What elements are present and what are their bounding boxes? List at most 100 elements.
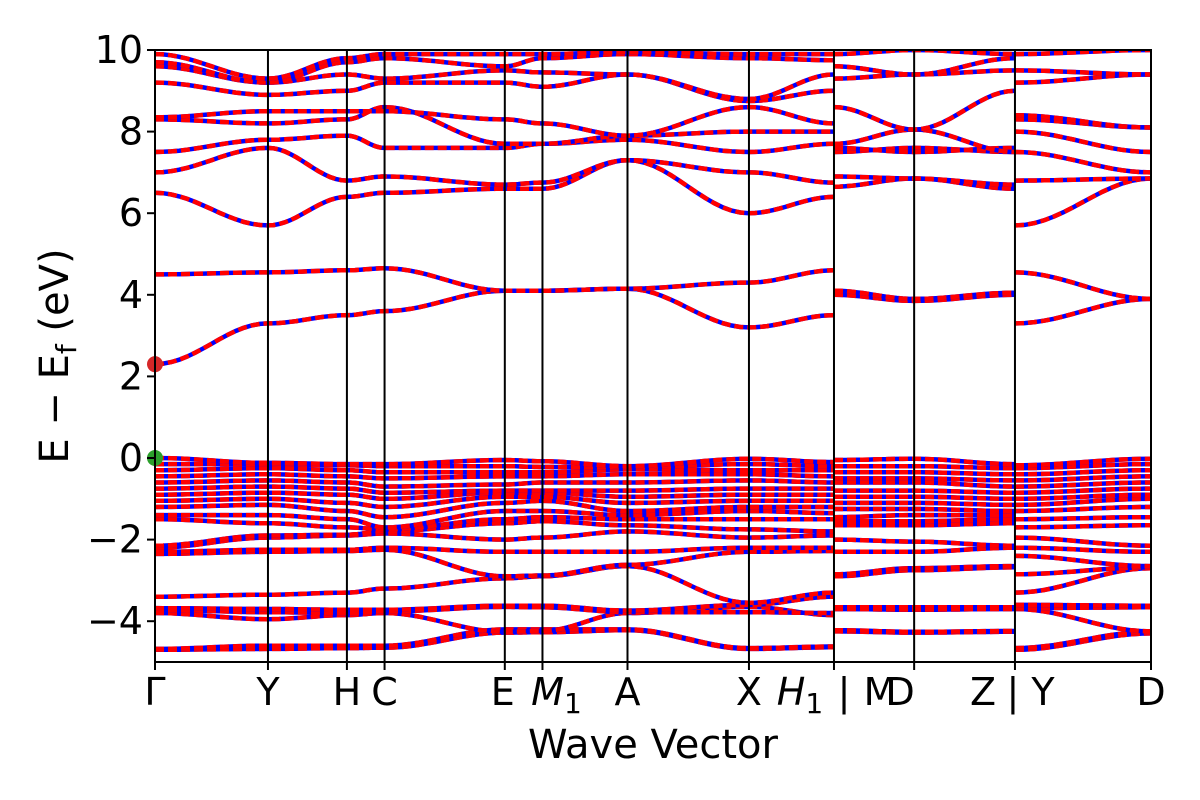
band-12-segment-2: [1015, 504, 1151, 514]
x-tick-label: D: [1136, 670, 1165, 714]
band-line-spin-up: [155, 494, 834, 510]
band-line-spin-up: [155, 461, 835, 470]
y-axis-label-unit: (eV): [32, 248, 78, 344]
band-4-segment-2: [1015, 602, 1151, 608]
band-line-spin-up: [1014, 496, 1151, 508]
band-1-segment-2: [1014, 629, 1151, 651]
band-line-spin-up: [1014, 72, 1151, 85]
kpoint-subscript: 1: [564, 687, 582, 720]
band-line-spin-up: [1014, 480, 1151, 489]
band-line-spin-up: [1015, 467, 1151, 477]
x-axis-label: Wave Vector: [528, 722, 779, 768]
band-30-segment-2: [1014, 68, 1151, 77]
band-18-segment-0: [155, 465, 834, 475]
band-23-segment-2: [1014, 176, 1151, 228]
band-line-spin-up: [155, 490, 834, 502]
band-line-spin-up: [1015, 456, 1151, 468]
x-tick-label: H1: [777, 670, 823, 720]
band-5-segment-0: [155, 563, 835, 606]
x-tick-label: |: [838, 670, 851, 715]
band-line-spin-up: [1014, 553, 1151, 569]
y-tick-label: 8: [119, 110, 143, 154]
band-14-segment-1: [834, 494, 1015, 502]
band-17-segment-0: [155, 472, 835, 481]
band-line-spin-up: [833, 50, 1016, 57]
x-tick-label: |: [1007, 670, 1020, 715]
band-20-segment-1: [834, 456, 1015, 467]
bands-layer: [155, 50, 1151, 653]
y-tick-label: −2: [87, 518, 143, 562]
band-line-spin-up: [155, 465, 834, 475]
band-16-segment-1: [834, 480, 1016, 489]
band-line-spin-up: [1015, 514, 1151, 522]
y-tick-label: −4: [87, 599, 143, 643]
band-line-spin-up: [1015, 605, 1151, 611]
band-line-spin-down: [155, 266, 835, 293]
band-line-spin-up: [1015, 474, 1151, 483]
band-line-spin-up: [155, 478, 834, 489]
band-10-segment-1: [834, 516, 1015, 524]
band-14-segment-2: [1014, 492, 1151, 502]
kpoint-symbol: M: [531, 670, 564, 714]
band-line-spin-up: [1014, 50, 1151, 57]
band-7-segment-2: [1014, 553, 1151, 569]
band-line-spin-up: [1014, 176, 1151, 228]
band-line-spin-up: [155, 472, 835, 481]
band-line-spin-up: [1015, 602, 1151, 608]
kpoint-symbol: H: [777, 670, 806, 714]
band-21-segment-0: [155, 286, 835, 367]
band-line-spin-up: [1014, 606, 1151, 634]
band-line-spin-up: [1015, 504, 1151, 514]
x-tick-label: C: [371, 670, 398, 714]
x-tick-label: Z: [970, 670, 996, 714]
band-25-segment-2: [1014, 149, 1151, 175]
band-line-spin-up: [155, 286, 835, 367]
band-line-spin-up: [155, 514, 834, 532]
band-line-spin-up: [1014, 68, 1151, 77]
band-line-spin-up: [155, 145, 835, 187]
band-26-segment-2: [1014, 129, 1151, 155]
band-line-spin-up: [1015, 545, 1151, 555]
kpoint-subscript: 1: [805, 687, 823, 720]
x-tick-label: Y: [1030, 670, 1055, 714]
band-8-segment-2: [1015, 545, 1151, 555]
band-line-spin-up: [1014, 629, 1151, 651]
y-axis-label: E − Ef (eV): [32, 248, 83, 463]
y-tick-label: 2: [119, 354, 143, 398]
band-1-segment-1: [834, 627, 1015, 635]
band-line-spin-up: [1014, 565, 1151, 577]
x-tick-label: A: [614, 670, 640, 714]
y-tick-label: 10: [95, 28, 143, 72]
band-line-spin-up: [1014, 461, 1151, 471]
band-20-segment-2: [1015, 456, 1151, 468]
x-tick-label: E: [491, 670, 515, 714]
band-24-segment-2: [1014, 176, 1151, 183]
y-tick-label: 6: [119, 191, 143, 235]
band-line-spin-up: [1014, 565, 1151, 595]
band-15-segment-2: [1014, 486, 1151, 495]
band-line-spin-up: [1014, 176, 1151, 183]
band-21-segment-2: [1014, 296, 1151, 326]
y-axis-label-main: E − E: [32, 354, 78, 464]
band-6-segment-2: [1014, 565, 1151, 577]
band-11-segment-1: [833, 512, 1015, 520]
band-6-segment-1: [833, 563, 1015, 577]
band-line-spin-up: [155, 484, 834, 495]
x-tick-label: Γ: [144, 670, 165, 714]
band-19-segment-2: [1014, 461, 1151, 471]
band-line-spin-up: [1014, 535, 1151, 548]
band-12-segment-1: [834, 506, 1015, 514]
band-line-spin-up: [1014, 523, 1151, 530]
band-13-segment-2: [1014, 496, 1151, 508]
band-10-segment-2: [1014, 523, 1151, 530]
band-line-spin-up: [1014, 129, 1151, 155]
band-line-spin-up: [155, 563, 835, 606]
band-line-spin-up: [155, 604, 834, 616]
x-tick-label: M: [864, 670, 897, 714]
band-22-segment-2: [1014, 270, 1151, 302]
band-19-segment-1: [834, 463, 1015, 471]
band-line-spin-up: [1014, 149, 1151, 175]
x-tick-label: D: [886, 670, 915, 714]
band-line-spin-down: [155, 563, 835, 606]
